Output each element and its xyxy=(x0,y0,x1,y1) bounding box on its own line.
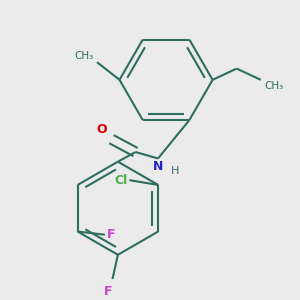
Text: F: F xyxy=(106,228,115,241)
Text: O: O xyxy=(96,123,107,136)
Text: N: N xyxy=(153,160,163,173)
Text: H: H xyxy=(171,167,179,176)
Text: Cl: Cl xyxy=(115,174,128,187)
Text: CH₃: CH₃ xyxy=(264,81,283,92)
Text: CH₃: CH₃ xyxy=(75,51,94,61)
Text: F: F xyxy=(104,285,112,298)
